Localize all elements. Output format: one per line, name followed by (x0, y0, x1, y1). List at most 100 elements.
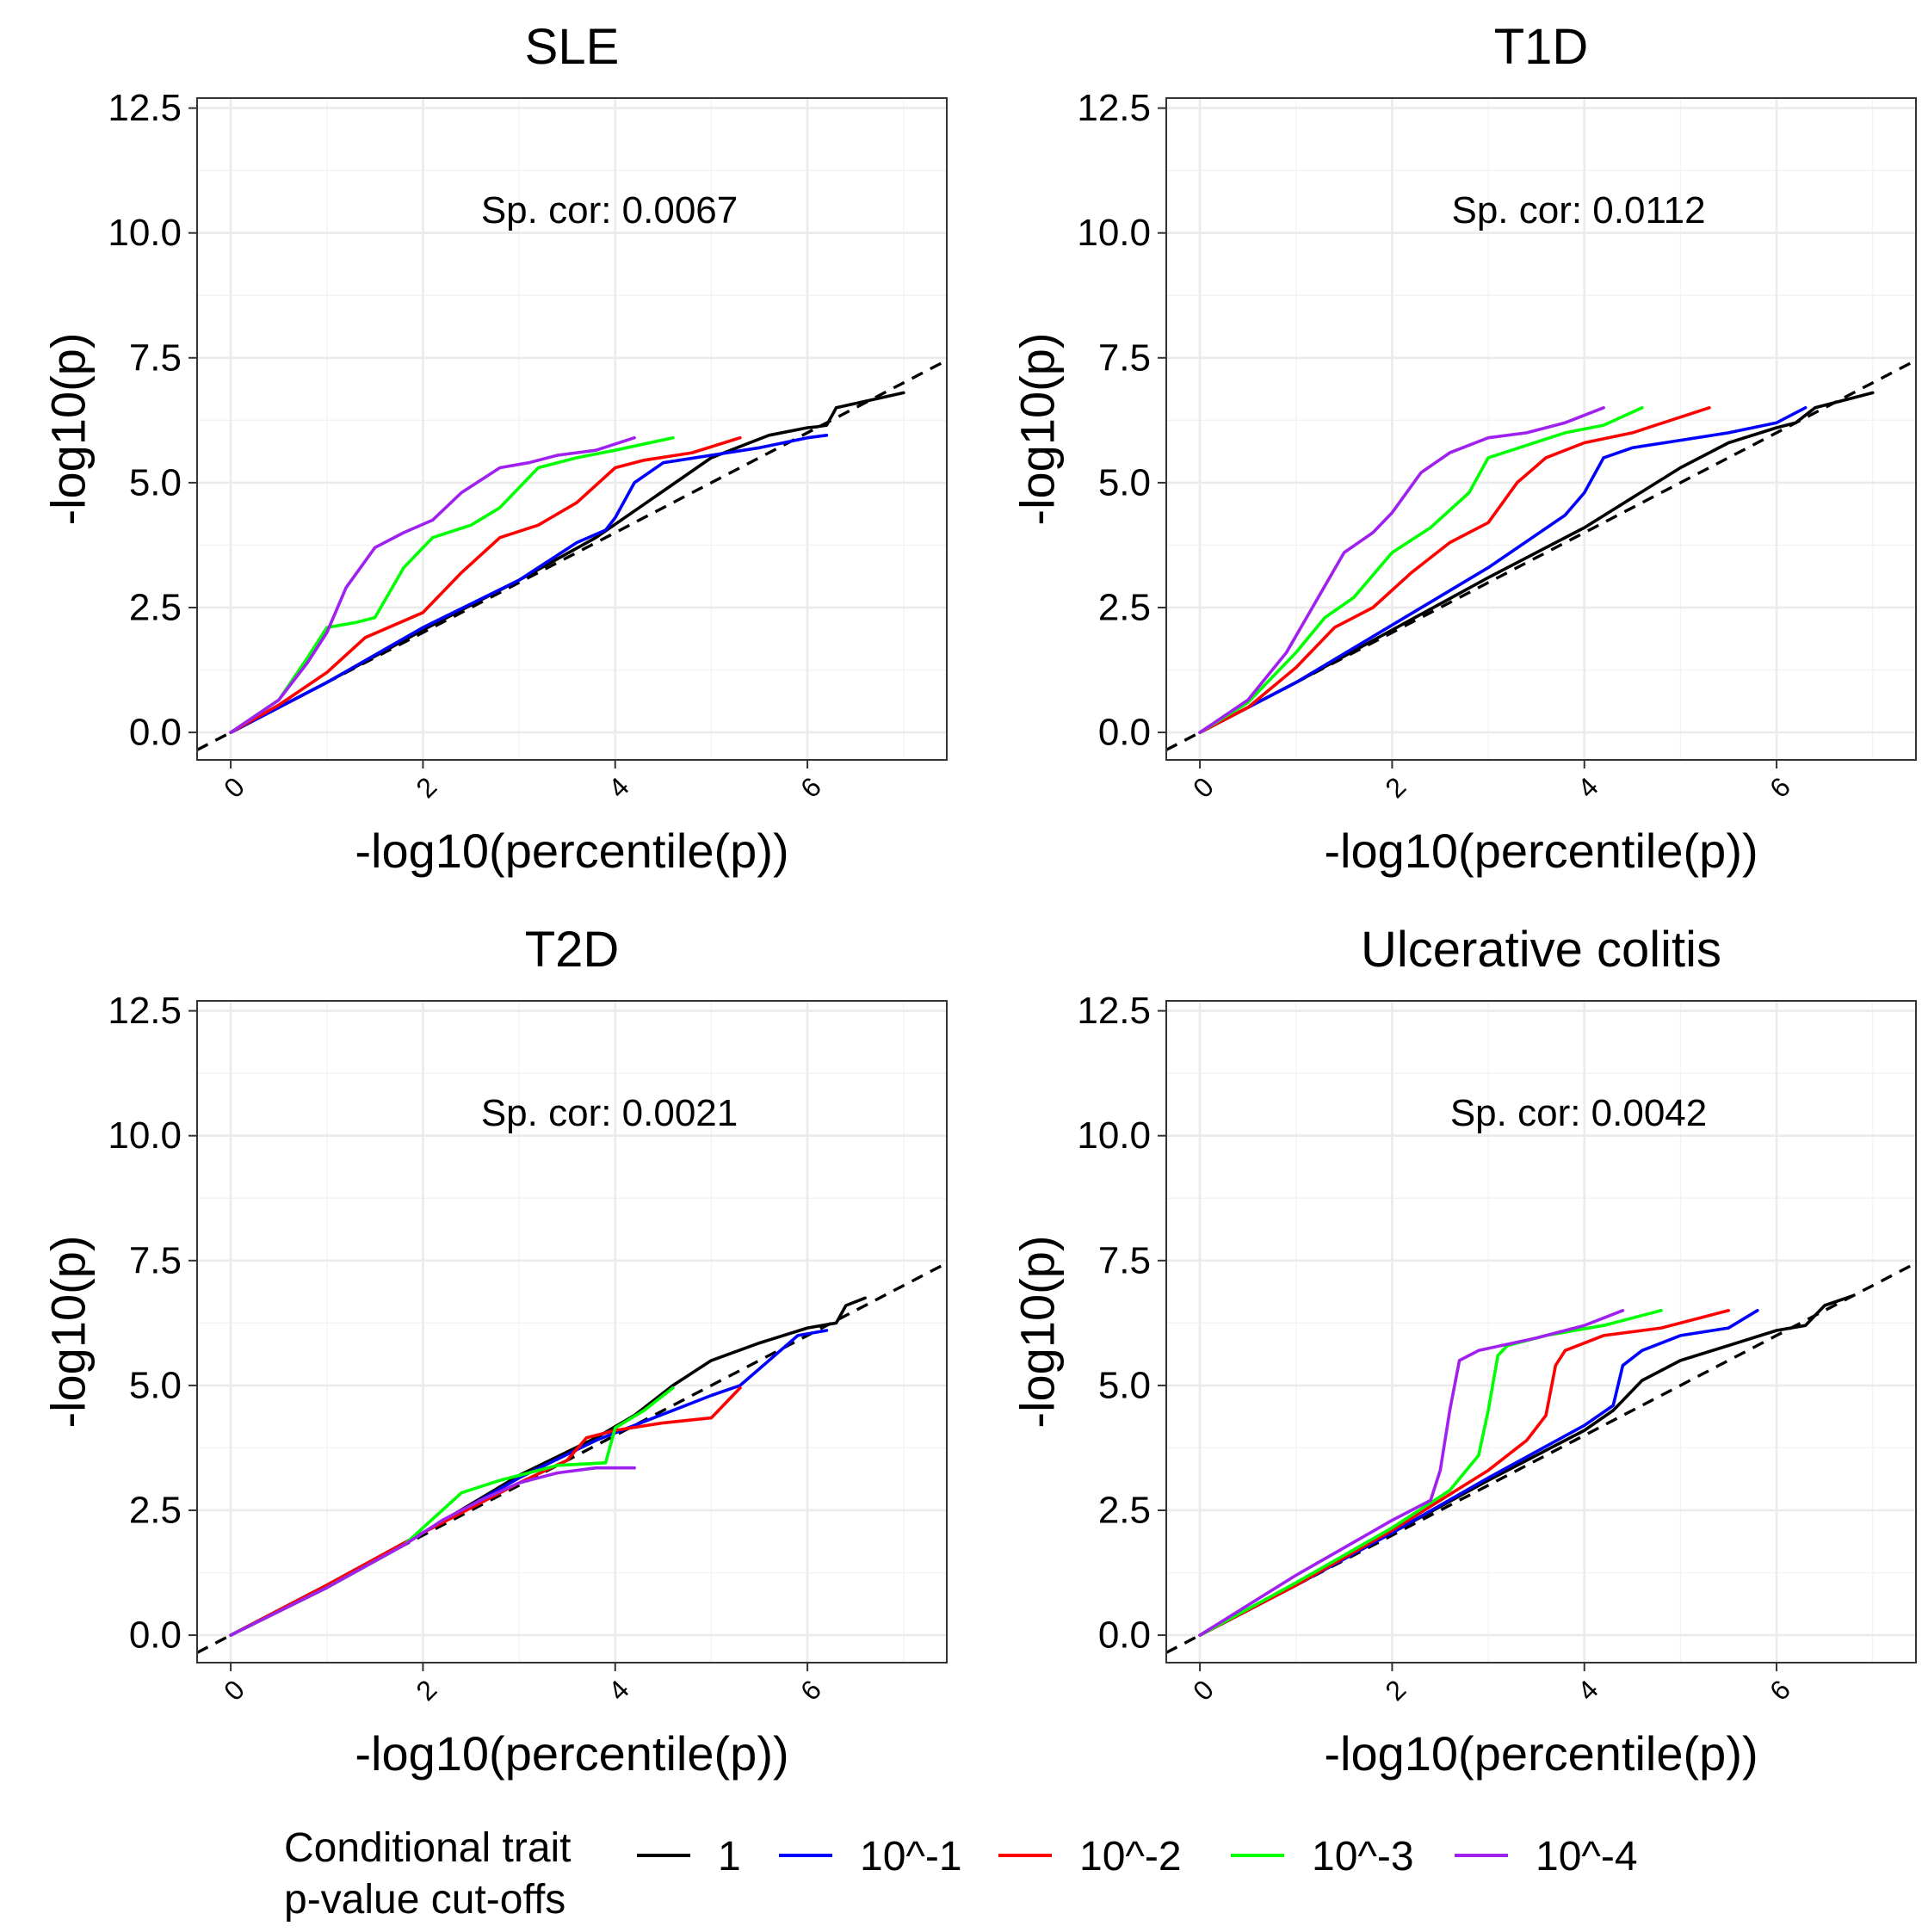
panel-border (196, 1000, 948, 1663)
series-line-10-3 (229, 1386, 675, 1637)
y-axis-title: -log10(p) (41, 1235, 96, 1428)
spearman-correlation-label: Sp. cor: 0.0067 (481, 189, 738, 231)
y-tick-label: 5.0 (129, 1364, 182, 1406)
series-line-10-1 (229, 433, 829, 734)
y-tick-label: 0.0 (129, 1614, 182, 1657)
y-tick-label: 7.5 (1098, 1239, 1151, 1281)
legend-title-line1: Conditional trait (284, 1825, 572, 1871)
legend-item-10-4: 10^-4 (1455, 1834, 1638, 1880)
legend-label: 1 (718, 1834, 741, 1880)
y-tick-label: 12.5 (108, 990, 182, 1032)
legend-item-10-1: 10^-1 (779, 1834, 962, 1880)
series-line-10-1 (1198, 1309, 1759, 1637)
panel-title: Ulcerative colitis (1361, 922, 1721, 978)
y-tick-label: 7.5 (1098, 336, 1151, 379)
reference-line (197, 1262, 947, 1654)
panel-border (1165, 1000, 1917, 1663)
panel-title: SLE (525, 19, 620, 75)
x-tick-label: 6 (794, 1674, 827, 1707)
plot-area (1166, 1262, 1916, 1654)
y-axis-title: -log10(p) (41, 332, 96, 525)
plot-area (197, 359, 947, 751)
y-tick-label: 0.0 (1098, 1614, 1151, 1657)
x-tick-label: 2 (1379, 1674, 1412, 1707)
x-tick-label: 4 (602, 771, 635, 804)
y-tick-label: 5.0 (1098, 1364, 1151, 1406)
y-tick-label: 10.0 (1077, 212, 1151, 254)
series-line-10-1 (1198, 405, 1808, 734)
y-tick-label: 2.5 (1098, 586, 1151, 628)
plot-area (1166, 359, 1916, 751)
x-tick-label: 0 (1187, 1674, 1220, 1707)
series-line-10-4 (1198, 405, 1605, 734)
series-line-10-4 (229, 1466, 636, 1637)
panel-border (1165, 97, 1917, 761)
series-line-10-2 (1198, 405, 1711, 734)
series-line-10-3 (229, 435, 675, 734)
panel-ulcerative-colitis: 0.0 2.5 5.0 7.5 10.0 12.5 0 2 4 6 Ulcerative colit… (1010, 922, 1917, 1781)
y-tick-label: 12.5 (1077, 990, 1151, 1032)
x-tick-label: 6 (794, 771, 827, 804)
spearman-correlation-label: Sp. cor: 0.0021 (481, 1092, 738, 1134)
plot-area (197, 1262, 947, 1654)
panel-sle: 0.0 2.5 5.0 7.5 10.0 12.5 0 2 4 6 SLE -log10(percen… (41, 19, 948, 878)
y-tick-label: 10.0 (1077, 1114, 1151, 1157)
x-tick-label: 2 (410, 1674, 442, 1707)
y-tick-label: 10.0 (108, 1114, 182, 1157)
y-tick-label: 12.5 (1077, 87, 1151, 129)
legend-label: 10^-1 (860, 1834, 962, 1880)
legend: Conditional trait p-value cut-offs 1 10^-1 1… (284, 1825, 1638, 1923)
spearman-correlation-label: Sp. cor: 0.0112 (1451, 189, 1705, 231)
grid (1166, 1001, 1916, 1663)
legend-label: 10^-2 (1079, 1834, 1182, 1880)
panel-t1d: 0.0 2.5 5.0 7.5 10.0 12.5 0 2 4 6 T1D -log10(percen… (1010, 19, 1917, 878)
legend-item-10-2: 10^-2 (998, 1834, 1182, 1880)
panel-border (196, 97, 948, 761)
y-axis-title: -log10(p) (1010, 332, 1065, 525)
x-tick-label: 2 (1379, 771, 1412, 804)
x-axis-title: -log10(percentile(p)) (355, 1726, 788, 1781)
x-tick-label: 2 (410, 771, 442, 804)
y-tick-label: 12.5 (108, 87, 182, 129)
y-tick-label: 2.5 (1098, 1489, 1151, 1531)
legend-label: 10^-4 (1536, 1834, 1638, 1880)
series-line-10-2 (229, 435, 742, 734)
y-tick-label: 7.5 (129, 1239, 182, 1281)
y-tick-label: 7.5 (129, 336, 182, 379)
x-tick-label: 0 (218, 1674, 250, 1707)
legend-title-line2: p-value cut-offs (284, 1877, 565, 1923)
y-tick-label: 10.0 (108, 212, 182, 254)
x-tick-label: 4 (1572, 771, 1604, 804)
x-axis-title: -log10(percentile(p)) (1324, 1726, 1758, 1781)
x-tick-label: 4 (602, 1674, 635, 1707)
panel-t2d: 0.0 2.5 5.0 7.5 10.0 12.5 0 2 4 6 T2D -log10(percen… (41, 922, 948, 1781)
x-axis-title: -log10(percentile(p)) (1324, 824, 1758, 878)
series-line-1 (1198, 391, 1875, 734)
x-tick-label: 6 (1764, 771, 1796, 804)
y-axis-title: -log10(p) (1010, 1235, 1065, 1428)
legend-item-10-3: 10^-3 (1231, 1834, 1414, 1880)
y-tick-label: 5.0 (129, 461, 182, 503)
series-line-10-2 (229, 1386, 742, 1637)
y-tick-label: 5.0 (1098, 461, 1151, 503)
panel-title: T1D (1494, 19, 1589, 75)
y-tick-label: 2.5 (129, 586, 182, 628)
series-line-1 (229, 391, 905, 734)
series-line-10-4 (1198, 1309, 1625, 1637)
panel-title: T2D (525, 922, 620, 978)
x-tick-label: 6 (1764, 1674, 1796, 1707)
y-tick-label: 0.0 (129, 712, 182, 754)
x-tick-label: 0 (218, 771, 250, 804)
y-tick-label: 0.0 (1098, 712, 1151, 754)
x-axis-title: -log10(percentile(p)) (355, 824, 788, 878)
series-line-10-2 (1198, 1309, 1731, 1637)
spearman-correlation-label: Sp. cor: 0.0042 (1450, 1092, 1707, 1134)
series-line-10-3 (1198, 405, 1644, 734)
y-tick-label: 2.5 (129, 1489, 182, 1531)
legend-item-1: 1 (637, 1834, 741, 1880)
x-tick-label: 4 (1572, 1674, 1604, 1707)
series-line-10-3 (1198, 1309, 1663, 1637)
legend-label: 10^-3 (1312, 1834, 1414, 1880)
